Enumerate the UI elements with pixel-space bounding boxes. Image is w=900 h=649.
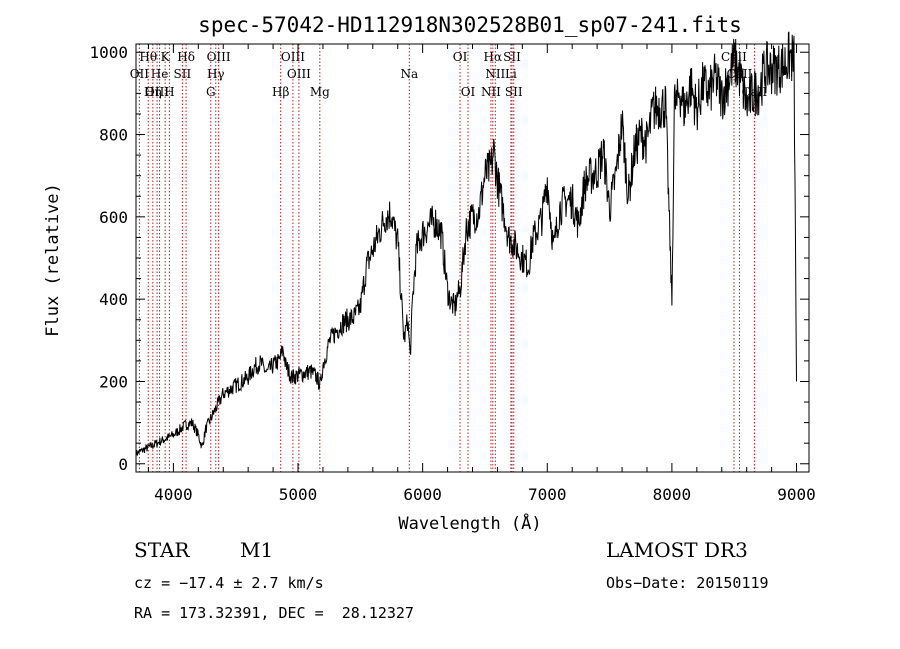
- emission-line-label: SII: [174, 67, 192, 81]
- survey-name: LAMOST DR3: [606, 538, 748, 562]
- y-tick-label: 1000: [89, 43, 128, 62]
- x-tick-label: 4000: [154, 485, 193, 504]
- emission-line-label: OIII: [207, 50, 231, 64]
- emission-line-label: OIII: [145, 85, 169, 99]
- y-tick-label: 200: [99, 372, 128, 391]
- emission-line-label: He: [151, 67, 169, 81]
- emission-line-label: OI: [453, 50, 468, 64]
- x-tick-label: 5000: [279, 485, 318, 504]
- object-subclass: M1: [240, 538, 274, 562]
- observation-date: Obs−Date: 20150119: [606, 574, 769, 592]
- emission-line-label: K: [161, 50, 171, 64]
- emission-line-label: Mg: [310, 85, 330, 99]
- y-tick-label: 400: [99, 290, 128, 309]
- emission-line-label: OIII: [287, 67, 311, 81]
- y-axis-label: Flux (relative): [43, 183, 63, 337]
- x-axis-label: Wavelength (Å): [398, 512, 541, 534]
- x-tick-label: 9000: [777, 485, 816, 504]
- x-tick-label: 7000: [528, 485, 567, 504]
- x-tick-label: 8000: [653, 485, 692, 504]
- emission-line-label: Hα: [484, 50, 503, 64]
- emission-line-label: Hη: [144, 85, 162, 99]
- coordinates-readout: RA = 173.32391, DEC = 28.12327: [134, 604, 414, 622]
- redshift-readout: cz = −17.4 ± 2.7 km/s: [134, 574, 324, 592]
- emission-line-label: CaII: [721, 50, 747, 64]
- emission-line-label: Hθ: [139, 50, 157, 64]
- axes: 4000 5000 6000 7000 8000 9000 0 200 400 600 800 100…: [89, 43, 815, 504]
- emission-line-label: SII: [505, 85, 523, 99]
- y-tick-label: 800: [99, 126, 128, 145]
- spectrum-series: [135, 31, 797, 458]
- object-class: STAR: [134, 538, 190, 562]
- y-tick-label: 0: [118, 455, 128, 474]
- emission-line-label: H: [164, 85, 174, 99]
- plot-frame: [135, 43, 810, 473]
- emission-line-label: G: [206, 85, 216, 99]
- y-tick-label: 600: [99, 208, 128, 227]
- emission-line-label: Hδ: [177, 50, 195, 64]
- emission-line-label: Li: [505, 67, 517, 81]
- emission-line-label: OI: [461, 85, 476, 99]
- emission-line-label: OIII: [281, 50, 305, 64]
- emission-line-label: OII: [130, 67, 150, 81]
- x-tick-label: 6000: [403, 485, 442, 504]
- emission-line-label: SII: [503, 50, 521, 64]
- emission-line-label: Hβ: [272, 85, 289, 99]
- emission-line-label: NII: [485, 67, 505, 81]
- emission-line-label: Na: [400, 67, 418, 81]
- emission-line-label: Hγ: [207, 67, 225, 81]
- chart-title: spec-57042-HD112918N302528B01_sp07-241.f…: [198, 13, 742, 37]
- spectrum-line: [135, 31, 797, 458]
- emission-line-label: NII: [481, 85, 501, 99]
